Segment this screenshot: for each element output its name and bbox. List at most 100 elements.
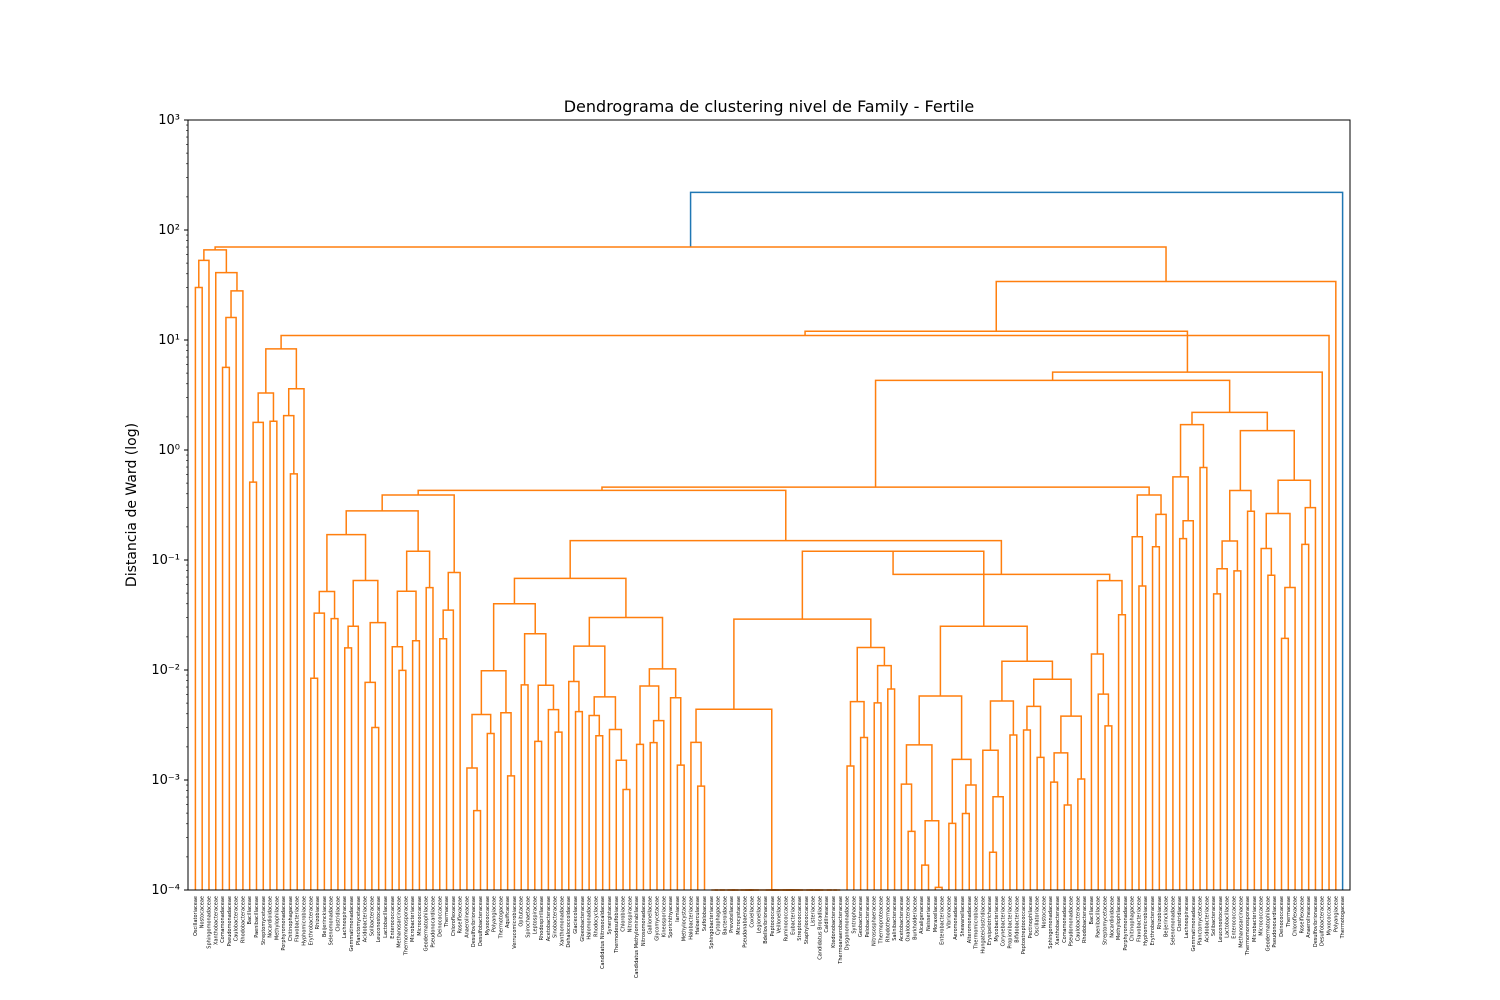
leaf-label-150: Solibacteraceae [1211,896,1217,936]
leaf-label-6: Caulobacteraceae [234,896,240,941]
dendrogram-link-72 [733,618,872,710]
dendrogram-link-123 [1036,756,1045,890]
leaf-label-1: Nostocaceae [200,896,206,928]
leaf-label-55: Dehalococcoidaceae [566,896,572,948]
leaf-label-26: Solibacteraceae [369,896,375,936]
dendrogram-link-82 [696,785,706,890]
leaf-label-135: Nocardioidaceae [1109,896,1115,938]
leaf-label-111: Vibrionaceae [946,896,952,929]
dendrogram-link-8 [221,366,231,890]
chart-title: Dendrograma de clustering nivel de Famil… [564,97,975,116]
leaf-label-91: Listeriaceae [811,896,817,926]
dendrogram-link-133 [1117,614,1127,890]
leaf-label-110: Enterobacteriaceae [940,896,946,945]
dendrogram-link-40 [480,670,507,715]
dendrogram-link-143 [1178,537,1188,890]
dendrogram-links [194,191,1344,891]
dendrogram-link-118 [988,851,998,890]
leaf-label-114: Alteromonadaceae [967,896,973,943]
leaf-label-46: Aquificaceae [505,896,511,928]
dendrogram-link-104 [905,744,933,821]
dendrogram-link-128 [1077,778,1086,890]
dendrogram-link-41 [471,713,492,768]
leaf-label-15: Flavobacteriaceae [295,896,301,942]
dendrogram-link-114 [1001,660,1054,701]
dendrogram-link-78 [873,702,882,890]
leaf-label-9: Paenibacillaceae [254,896,260,938]
leaf-label-117: Erysipelotrichaceae [987,896,993,945]
dendrogram-link-75 [846,765,855,890]
dendrogram-link-59 [595,735,604,890]
dendrogram-link-37 [569,539,1003,579]
dendrogram-link-155 [1267,574,1276,890]
leaf-label-48: Opitutaceae [519,896,525,927]
leaf-label-42: Desulfobacteraceae [478,896,484,946]
leaf-label-8: Bacillaceae [247,896,253,924]
dendrogram-link-17 [326,533,367,592]
dendrogram-link-110 [951,758,972,824]
dendrogram-link-18 [318,590,336,619]
dendrogram-link-125 [1053,752,1069,806]
dendrogram-link-115 [989,700,1015,751]
leaf-label-23: Gemmatimonadaceae [349,896,355,951]
dendrogram-link-69 [676,764,685,890]
y-tick-label-7: 10³ [158,113,180,128]
leaf-label-128: Comamonadaceae [1062,896,1068,943]
leaf-label-161: Thermaceae [1286,896,1292,928]
leaf-label-132: Bacillaceae [1089,896,1095,924]
dendrogram-link-144 [1199,466,1208,890]
dendrogram-link-74 [849,700,865,767]
leaf-label-116: Hungateiclostridiaceae [980,896,986,954]
dendrogram-link-80 [695,708,773,890]
dendrogram-link-47 [523,633,547,686]
dendrogram-link-38 [513,577,627,618]
leaf-label-12: Methylophilaceae [274,896,280,940]
leaf-label-99: Pelobacteraceae [865,896,871,937]
dendrogram-link-73 [856,646,886,702]
dendrogram-link-131 [1097,693,1110,890]
leaf-label-162: Chloroflexaceae [1293,896,1299,936]
dendrogram-link-66 [652,719,665,890]
dendrogram-link-6 [230,290,244,890]
dendrogram-link-64 [639,685,660,745]
leaf-label-108: Neisseriaceae [926,896,932,931]
leaf-label-43: Myxococcaceae [485,896,491,935]
leaf-label-87: Ruminococcaceae [783,896,789,941]
leaf-label-69: Kineosporiaceae [661,896,667,937]
leaf-label-152: Lactobacillaceae [1225,896,1231,938]
dendrogram-link-164 [248,481,258,890]
dendrogram-link-67 [649,741,658,890]
leaf-label-58: Halomonadaceae [587,896,593,940]
leaf-label-127: Xanthobacteraceae [1055,896,1061,945]
leaf-label-106: Burkholderiaceae [912,896,918,940]
dendrogram-link-160 [280,334,1330,890]
dendrogram-link-63 [648,668,677,698]
dendrogram-link-2 [203,249,228,273]
leaf-label-24: Planctomycetaceae [356,896,362,945]
leaf-label-31: Thermomonosporaceae [403,896,409,956]
dendrogram-link-55 [567,680,580,890]
leaf-label-40: Anaerolineaceae [464,896,470,938]
dendrogram-link-117 [992,795,1004,890]
leaf-label-22: Lachnospiraceae [342,896,348,938]
leaf-label-66: Nitrosomonadaceae [641,896,647,946]
dendrogram-link-153 [1265,512,1291,588]
dendrogram-link-124 [1060,715,1083,779]
leaf-label-86: Veillonellaceae [777,896,783,933]
leaf-label-77: Cytophagaceae [716,896,722,935]
dendrogram-link-29 [396,590,417,647]
leaf-label-59: Rhodocyclaceae [593,896,599,937]
leaf-label-79: Prevotellaceae [729,896,735,933]
leaf-label-131: Rhodobacteraceae [1082,896,1088,943]
leaf-label-137: Porphyromonadaceae [1123,896,1129,951]
leaf-label-64: Nitrospiraceae [627,896,633,932]
leaf-label-129: Pseudomonadaceae [1069,896,1075,946]
dendrogram-link-148 [1216,568,1228,890]
dendrogram-link-122 [1022,729,1032,890]
leaf-label-158: Geodermatophilaceae [1265,896,1271,951]
leaf-label-143: Beijerinckiaceae [1164,896,1170,937]
dendrogram-link-50 [534,740,543,890]
dendrogram-link-48 [520,684,529,890]
dendrogram-link-71 [801,550,985,627]
leaf-label-103: Salinibacteraceae [892,896,898,941]
